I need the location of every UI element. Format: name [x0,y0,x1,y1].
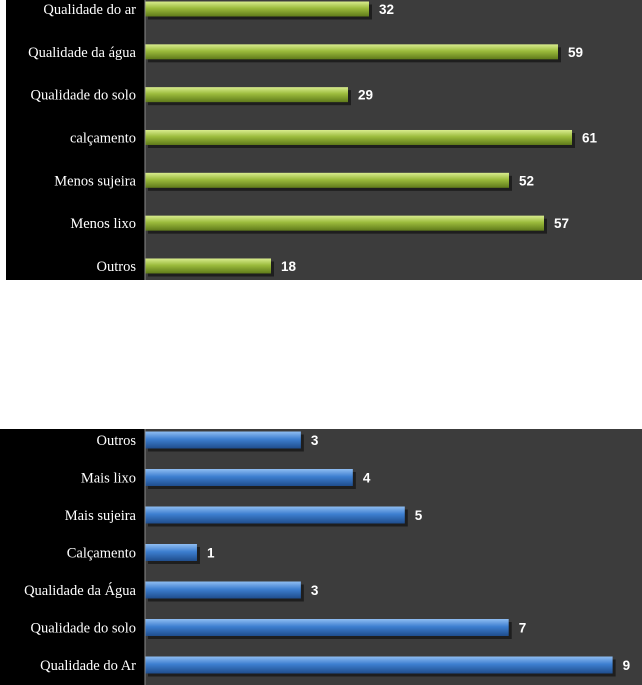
chart-panel-benefits: Qualidade do ar 32 Qualidade da água 59 Qual… [6,0,642,280]
data-label: 4 [363,471,371,486]
category-label: Menos lixo [70,216,136,232]
bar [145,619,509,636]
data-label: 5 [415,508,423,523]
category-label: calçamento [70,130,136,146]
bar [145,215,544,231]
bar [145,544,197,561]
category-label: Qualidade do solo [30,621,136,637]
bar [145,129,572,145]
category-axis-area [6,0,145,280]
data-label: 61 [582,130,598,145]
category-label: Qualidade da Água [24,582,136,599]
plot-area [145,429,642,685]
data-label: 3 [311,433,319,448]
chart-benefits: Qualidade do ar 32 Qualidade da água 59 Qual… [6,0,642,280]
bar [145,44,558,60]
bar [145,506,405,524]
bar [145,431,301,449]
bar [145,87,348,103]
bar [145,258,271,274]
data-label: 29 [358,88,373,103]
bar [145,469,353,486]
bar [145,1,369,17]
category-label: Mais sujeira [65,508,137,524]
category-label: Qualidade do Ar [40,658,136,674]
category-label: Calçamento [67,546,136,562]
category-label: Menos sujeira [54,173,136,189]
data-label: 1 [207,546,215,561]
data-label: 59 [568,45,583,60]
data-label: 7 [519,621,527,636]
category-label: Qualidade do solo [30,88,136,104]
category-label: Qualidade do ar [43,2,136,18]
data-label: 52 [519,173,534,188]
data-label: 18 [281,259,297,274]
category-label: Outros [97,259,137,275]
chart-problems: Outros 3 Mais lixo 4 Mais sujeira 5 Calçamento… [0,429,642,685]
bar [145,656,613,674]
bar [145,581,301,599]
data-label: 32 [379,2,394,17]
bar [145,172,509,188]
data-label: 57 [554,216,569,231]
category-label: Outros [97,433,137,449]
category-label: Qualidade da água [28,45,136,61]
data-label: 9 [623,658,631,673]
category-label: Mais lixo [81,471,136,487]
chart-panel-problems: Outros 3 Mais lixo 4 Mais sujeira 5 Calçamento… [0,429,642,685]
data-label: 3 [311,583,319,598]
category-axis-area [0,429,145,685]
